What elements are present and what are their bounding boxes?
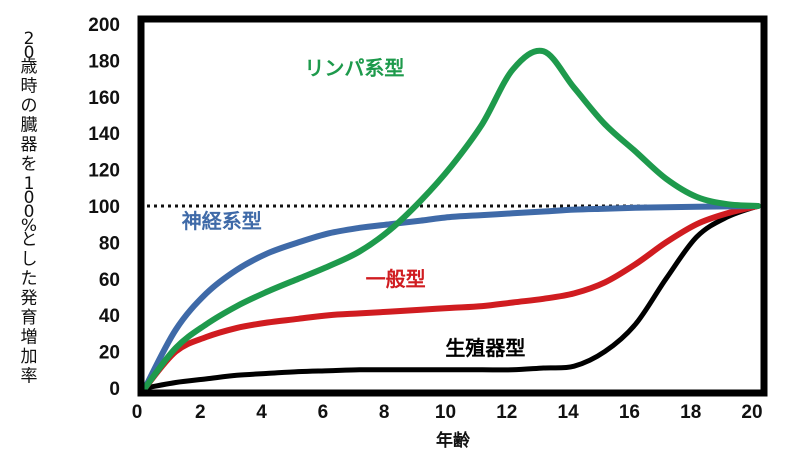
y-axis-title-char: 率: [21, 367, 38, 387]
series-line: [142, 203, 761, 391]
y-axis-title-char: 発: [21, 289, 38, 309]
x-tick-label: 14: [558, 402, 580, 423]
x-tick-label: 4: [256, 402, 267, 423]
x-axis-ticks: 0 2 4 6 8 10 12 14 16 18 20: [132, 402, 763, 423]
y-axis-title-char: し: [21, 250, 38, 270]
x-tick-label: 18: [680, 402, 701, 423]
series-label: 一般型: [366, 267, 426, 291]
x-tick-label: 20: [741, 402, 762, 423]
x-tick-label: 12: [496, 402, 517, 423]
y-tick-label: 140: [88, 124, 120, 145]
y-tick-label: 80: [99, 233, 120, 254]
y-axis-title-char: 時: [21, 77, 38, 97]
y-axis-title-char: 加: [21, 347, 38, 367]
y-tick-label: 120: [88, 161, 120, 182]
x-tick-label: 2: [195, 402, 206, 423]
y-axis-title-char: 0: [24, 43, 35, 63]
y-axis-title-char: た: [21, 269, 38, 289]
y-tick-label: 40: [99, 306, 120, 327]
y-axis-title-char: の: [21, 96, 38, 116]
y-tick-label: 180: [88, 51, 120, 72]
series-label: 神経系型: [182, 209, 262, 233]
series-line: [142, 203, 761, 391]
x-axis-title: 年齢: [436, 430, 471, 451]
y-tick-label: 200: [88, 15, 120, 36]
y-axis-title-char: 1: [24, 174, 35, 194]
series-label: 生殖器型: [445, 336, 525, 360]
x-tick-label: 8: [379, 402, 390, 423]
x-tick-label: 16: [619, 402, 640, 423]
y-tick-label: 100: [88, 197, 120, 218]
series-label: リンパ系型: [304, 56, 404, 80]
y-axis-ticks: 0 20 40 60 80 100 120 140 160 180 200: [88, 15, 120, 400]
plot-frame: [137, 15, 768, 397]
y-axis-title-char: 2: [24, 29, 35, 49]
y-tick-label: 160: [88, 88, 120, 109]
y-axis-title-char: 器: [21, 135, 38, 155]
y-axis-title-char: 0: [24, 188, 35, 208]
series-line: [142, 203, 761, 391]
y-axis-title-char: を: [21, 155, 38, 175]
x-tick-label: 0: [132, 402, 143, 423]
y-tick-label: 60: [99, 270, 120, 291]
series-lines: [142, 47, 761, 391]
x-tick-label: 10: [435, 402, 456, 423]
series-line: [142, 47, 761, 391]
y-tick-label: 0: [109, 379, 120, 400]
y-axis-title-char: %: [21, 216, 37, 236]
y-axis-title-char: 育: [21, 308, 38, 328]
y-axis-title-char: 歳: [21, 57, 38, 77]
y-axis-title-char: と: [21, 230, 38, 250]
y-axis-title-char: 臓: [21, 116, 38, 136]
x-tick-label: 6: [318, 402, 329, 423]
y-axis-title-char: 増: [21, 328, 38, 348]
y-axis-title-char: 0: [24, 202, 35, 222]
y-tick-label: 20: [99, 343, 120, 364]
